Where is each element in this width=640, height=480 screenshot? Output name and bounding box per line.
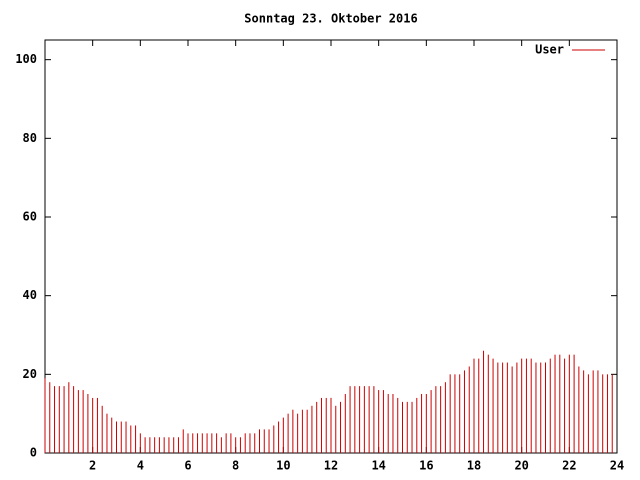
- y-tick-label: 80: [23, 131, 37, 145]
- x-tick-label: 22: [562, 459, 576, 473]
- x-tick-label: 16: [419, 459, 433, 473]
- y-tick-label: 60: [23, 210, 37, 224]
- y-tick-label: 0: [30, 446, 37, 460]
- x-tick-label: 20: [514, 459, 528, 473]
- legend-label: User: [535, 43, 564, 57]
- x-tick-label: 4: [137, 459, 144, 473]
- y-tick-label: 40: [23, 288, 37, 302]
- x-tick-label: 12: [324, 459, 338, 473]
- x-tick-label: 10: [276, 459, 290, 473]
- chart-title: Sonntag 23. Oktober 2016: [244, 12, 417, 26]
- x-tick-label: 24: [610, 459, 624, 473]
- x-tick-label: 18: [467, 459, 481, 473]
- x-tick-label: 2: [89, 459, 96, 473]
- x-tick-label: 14: [371, 459, 385, 473]
- x-tick-label: 6: [184, 459, 191, 473]
- x-tick-label: 8: [232, 459, 239, 473]
- y-tick-label: 100: [15, 52, 37, 66]
- y-tick-label: 20: [23, 367, 37, 381]
